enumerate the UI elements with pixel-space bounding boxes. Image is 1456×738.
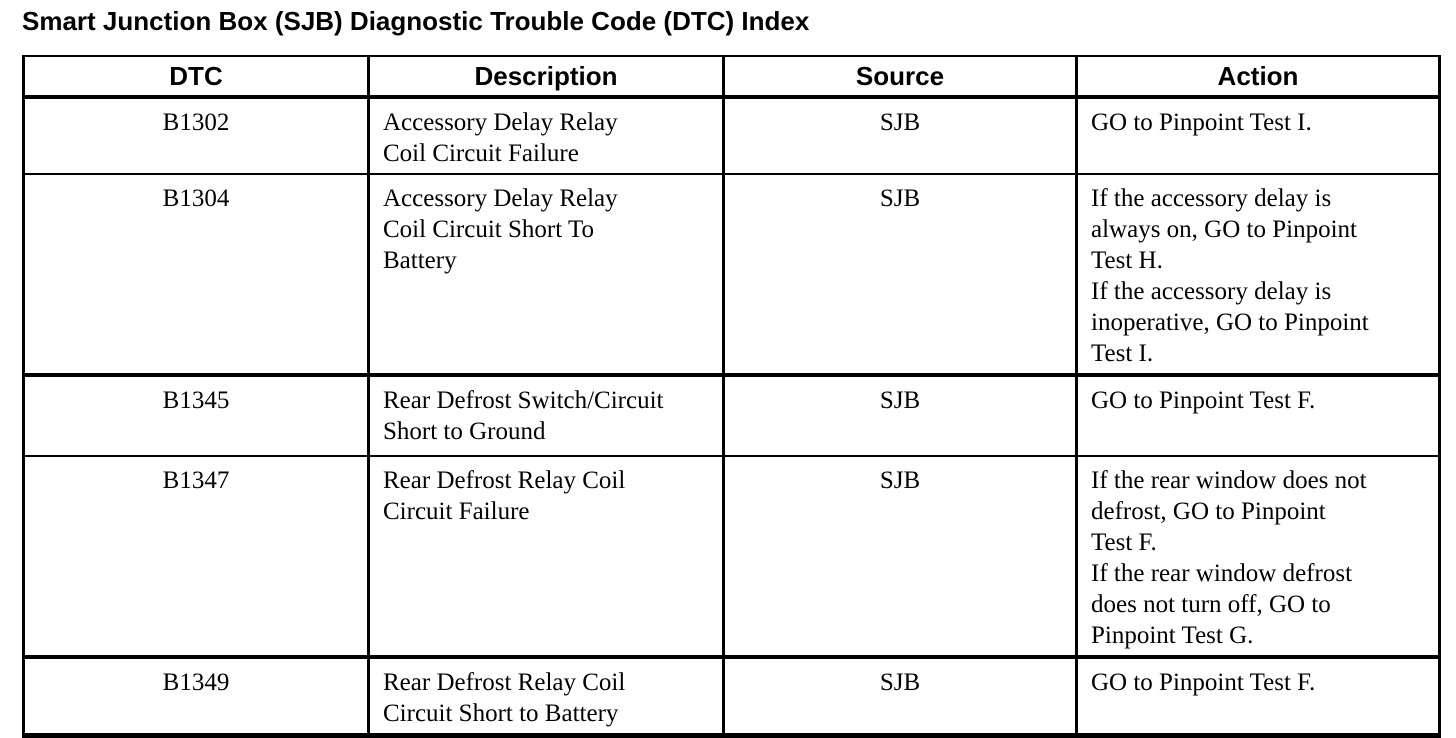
column-header-dtc: DTC	[22, 55, 370, 99]
dtc-cell: B1349	[22, 656, 370, 738]
text-line: inoperative, GO to Pinpoint	[1091, 309, 1369, 336]
dtc-cell: B1347	[22, 455, 370, 659]
text-line: Accessory Delay Relay	[383, 185, 618, 212]
table-row: B1345 Rear Defrost Switch/Circuit Short to…	[22, 374, 1441, 457]
text-line: Test F.	[1091, 529, 1157, 556]
dtc-cell: B1345	[22, 374, 370, 457]
text-line: GO to Pinpoint Test F.	[1091, 387, 1316, 414]
source-cell: SJB	[722, 173, 1078, 377]
action-cell: If the rear window does not defrost, GO t…	[1075, 455, 1441, 659]
text-line: Test H.	[1091, 247, 1163, 274]
source-cell: SJB	[722, 96, 1078, 175]
text-line: Rear Defrost Switch/Circuit	[383, 387, 664, 414]
text-line: Test I.	[1091, 340, 1154, 367]
source-cell: SJB	[722, 455, 1078, 659]
table-row: B1347 Rear Defrost Relay Coil Circuit Fail…	[22, 455, 1441, 659]
text-line: Circuit Short to Battery	[383, 700, 619, 727]
text-line: Accessory Delay Relay	[383, 109, 618, 136]
text-line: Rear Defrost Relay Coil	[383, 467, 626, 494]
source-cell: SJB	[722, 656, 1078, 738]
dtc-index-table: DTC Description Source Action B1302 Acces…	[22, 55, 1441, 738]
description-cell: Accessory Delay Relay Coil Circuit Short …	[367, 173, 725, 377]
description-cell: Accessory Delay Relay Coil Circuit Failur…	[367, 96, 725, 175]
text-line: Coil Circuit Short To	[383, 216, 594, 243]
text-line: GO to Pinpoint Test I.	[1091, 109, 1312, 136]
text-line: always on, GO to Pinpoint	[1091, 216, 1357, 243]
description-cell: Rear Defrost Relay Coil Circuit Failure	[367, 455, 725, 659]
description-cell: Rear Defrost Relay Coil Circuit Short to …	[367, 656, 725, 738]
dtc-cell: B1302	[22, 96, 370, 175]
text-line: Coil Circuit Failure	[383, 140, 579, 167]
text-line: GO to Pinpoint Test F.	[1091, 669, 1316, 696]
table-body: B1302 Accessory Delay Relay Coil Circuit F…	[22, 96, 1441, 738]
page-title: Smart Junction Box (SJB) Diagnostic Trou…	[22, 6, 810, 36]
text-line: does not turn off, GO to	[1091, 591, 1331, 618]
text-line: If the accessory delay is	[1091, 278, 1332, 305]
table-row: B1302 Accessory Delay Relay Coil Circuit F…	[22, 96, 1441, 175]
action-cell: GO to Pinpoint Test I.	[1075, 96, 1441, 175]
column-header-source: Source	[722, 55, 1078, 99]
text-line: Pinpoint Test G.	[1091, 622, 1254, 649]
description-cell: Rear Defrost Switch/Circuit Short to Grou…	[367, 374, 725, 457]
column-header-description: Description	[367, 55, 725, 99]
text-line: Battery	[383, 247, 457, 274]
table-row: B1304 Accessory Delay Relay Coil Circuit S…	[22, 173, 1441, 377]
text-line: If the rear window defrost	[1091, 560, 1353, 587]
source-cell: SJB	[722, 374, 1078, 457]
text-line: Short to Ground	[383, 418, 546, 445]
action-cell: GO to Pinpoint Test F.	[1075, 656, 1441, 738]
table-row: B1349 Rear Defrost Relay Coil Circuit Shor…	[22, 656, 1441, 738]
dtc-cell: B1304	[22, 173, 370, 377]
table-header-row: DTC Description Source Action	[22, 55, 1441, 99]
action-cell: If the accessory delay is always on, GO t…	[1075, 173, 1441, 377]
action-cell: GO to Pinpoint Test F.	[1075, 374, 1441, 457]
text-line: Rear Defrost Relay Coil	[383, 669, 626, 696]
text-line: If the rear window does not	[1091, 467, 1367, 494]
text-line: defrost, GO to Pinpoint	[1091, 498, 1326, 525]
text-line: Circuit Failure	[383, 498, 530, 525]
column-header-action: Action	[1075, 55, 1441, 99]
text-line: If the accessory delay is	[1091, 185, 1332, 212]
